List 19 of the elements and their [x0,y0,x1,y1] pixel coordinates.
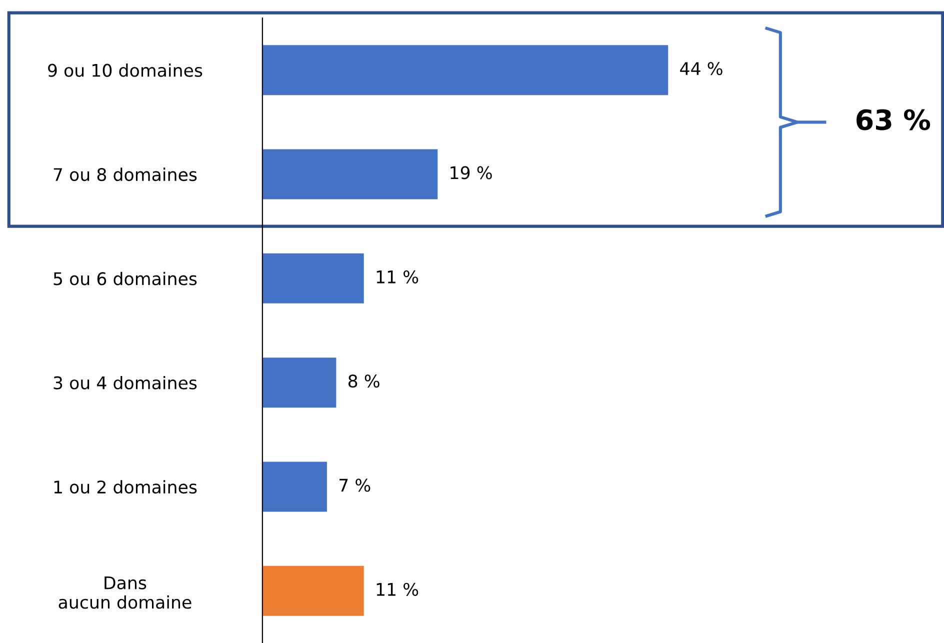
y-tick-label: 5 ou 6 domaines [54,272,197,286]
bar [262,253,364,304]
y-tick-label: Dans aucun domaine [58,576,192,609]
data-label: 7 % [340,478,370,492]
data-label: 44 % [680,62,722,76]
bar [262,462,327,512]
y-tick-label: 3 ou 4 domaines [54,376,197,390]
bar [262,45,668,96]
bar [262,358,336,408]
data-label: 8 % [348,374,380,388]
data-label: 19 % [450,166,492,180]
data-label: 11 % [376,582,418,596]
bar [262,149,438,200]
y-tick-label: 7 ou 8 domaines [54,168,197,182]
data-label: 11 % [376,270,418,284]
bar [262,566,364,616]
y-tick-label: 1 ou 2 domaines [54,480,197,494]
text: 63 % [856,109,930,130]
y-tick-label: 9 ou 10 domaines [48,63,202,77]
